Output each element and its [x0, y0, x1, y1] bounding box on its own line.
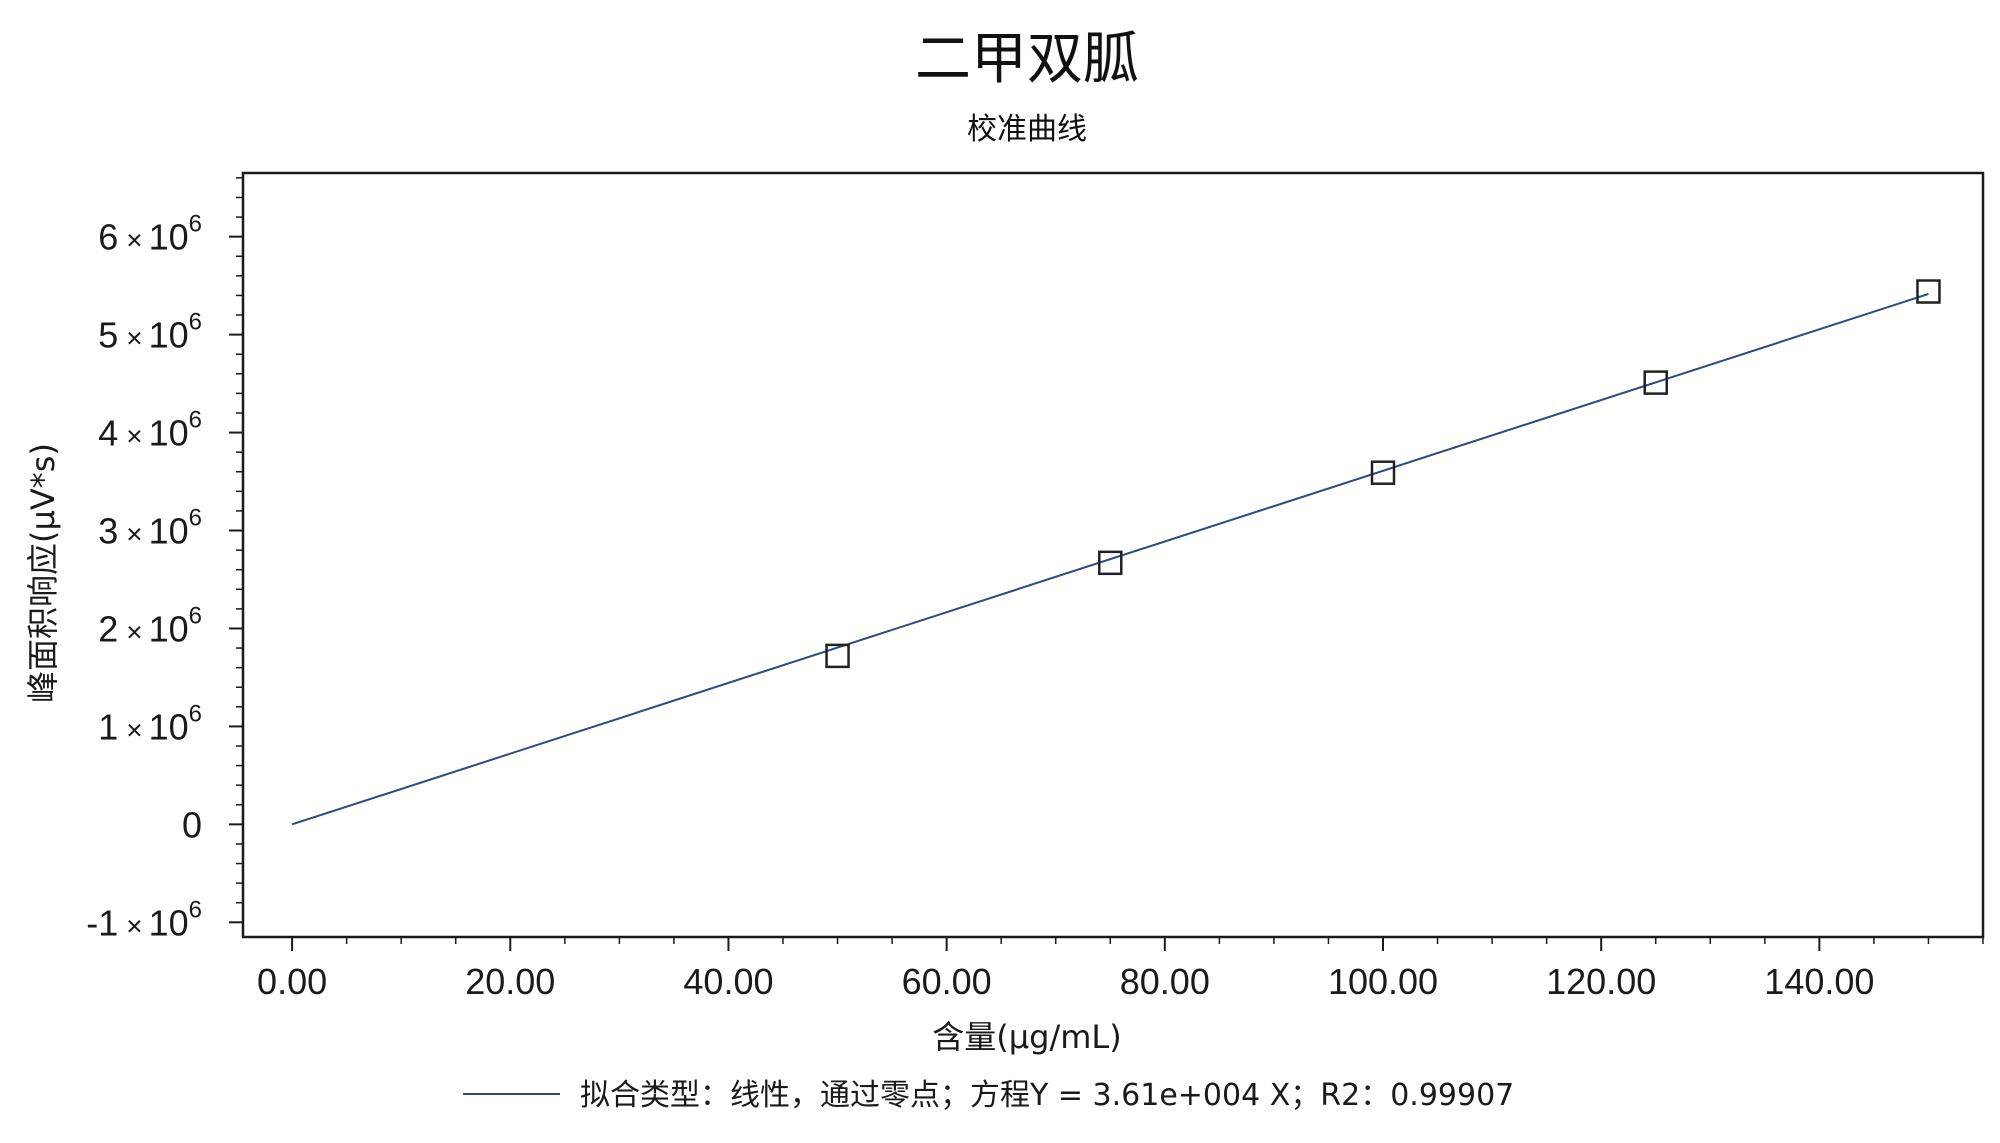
x-tick-label: 40.00 [683, 961, 773, 1002]
data-point-marker [1370, 460, 1396, 485]
y-tick-label: 3 × 106 [98, 505, 202, 552]
y-tick-label: -1 × 106 [86, 896, 202, 943]
y-tick-label: 2 × 106 [98, 602, 202, 649]
chart-subtitle: 校准曲线 [967, 112, 1087, 147]
y-tick-label: 0 [182, 804, 202, 845]
data-point-marker [1098, 550, 1123, 576]
x-tick-label: 20.00 [465, 961, 555, 1002]
y-tick-label: 5 × 106 [98, 309, 202, 356]
x-tick-label: 0.00 [257, 961, 327, 1002]
x-axis: 0.00 20.00 40.00 60.00 80.00 100.00 120.00 140.… [257, 937, 1984, 1002]
y-tick-label: 1 × 106 [98, 700, 202, 747]
x-tick-label: 60.00 [902, 961, 992, 1002]
y-axis: -1 × 106 0 1 × 106 2 × 106 3 × 106 4 × 106 5 × 106 6 × 106 [86, 177, 243, 943]
y-tick-label: 6 × 106 [98, 211, 202, 258]
y-tick-label: 4 × 106 [98, 407, 202, 454]
data-point-marker [1643, 370, 1668, 395]
data-point-marker [1916, 279, 1941, 304]
plot-frame [241, 171, 1985, 939]
data-point-marker [825, 643, 850, 669]
x-tick-label: 80.00 [1120, 961, 1210, 1002]
x-axis-label: 含量(μg/mL) [932, 1018, 1121, 1056]
chart-title: 二甲双胍 [915, 27, 1139, 92]
legend: 拟合类型：线性，通过零点；方程Y = 3.61e+004 X；R2：0.9990… [463, 1078, 1514, 1113]
series-calibration [291, 279, 1941, 826]
x-tick-label: 120.00 [1546, 961, 1656, 1002]
x-tick-label: 140.00 [1764, 961, 1874, 1002]
x-tick-label: 100.00 [1328, 961, 1438, 1002]
y-axis-label: 峰面积响应(μV*s) [24, 443, 62, 703]
fit-line [291, 293, 1929, 826]
legend-text: 拟合类型：线性，通过零点；方程Y = 3.61e+004 X；R2：0.9990… [580, 1078, 1514, 1113]
